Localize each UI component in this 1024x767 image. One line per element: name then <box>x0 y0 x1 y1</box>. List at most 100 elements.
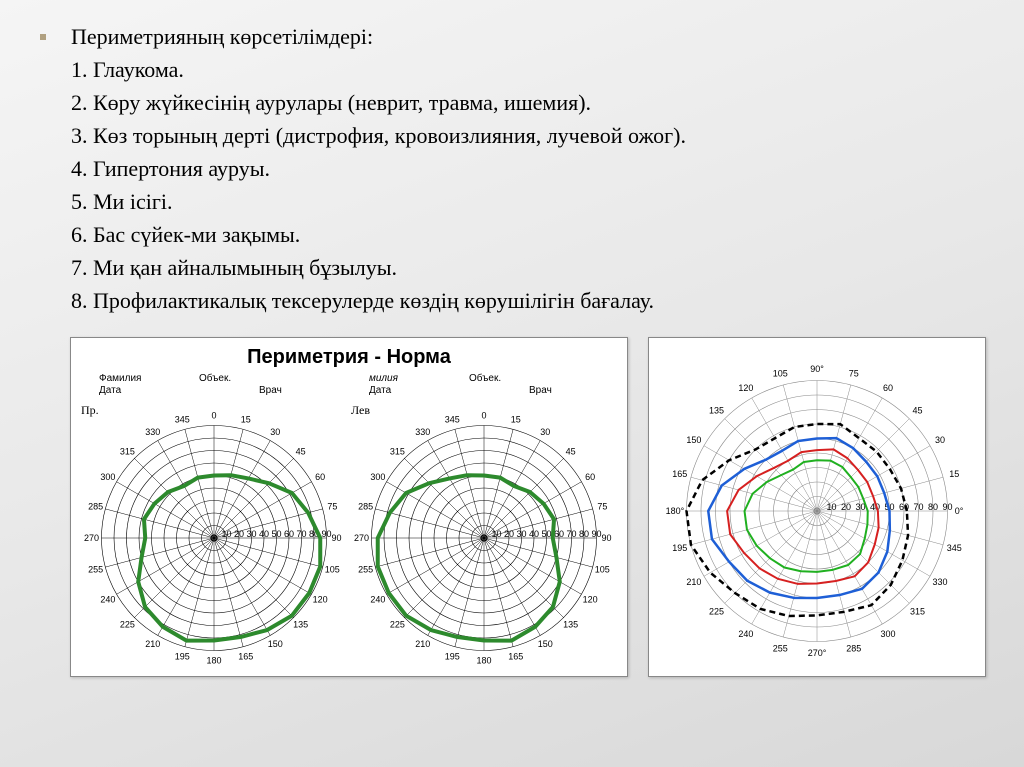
svg-text:10: 10 <box>221 529 231 539</box>
svg-text:90: 90 <box>591 529 601 539</box>
svg-text:10: 10 <box>491 529 501 539</box>
svg-text:225: 225 <box>120 620 135 630</box>
svg-text:270: 270 <box>84 533 99 543</box>
svg-text:180: 180 <box>206 656 221 666</box>
svg-text:15: 15 <box>949 469 959 479</box>
svg-text:240: 240 <box>738 629 753 639</box>
bullet-icon <box>40 34 46 40</box>
svg-text:240: 240 <box>370 594 385 604</box>
form-label: Врач <box>529 385 552 396</box>
svg-text:30: 30 <box>516 529 526 539</box>
svg-text:330: 330 <box>415 427 430 437</box>
svg-text:210: 210 <box>686 577 701 587</box>
svg-text:255: 255 <box>88 565 103 575</box>
svg-text:285: 285 <box>88 501 103 511</box>
svg-text:150: 150 <box>268 639 283 649</box>
list-item: 4. Гипертония ауруы. <box>71 152 686 185</box>
svg-text:120: 120 <box>738 383 753 393</box>
svg-text:120: 120 <box>583 594 598 604</box>
svg-text:0: 0 <box>211 411 216 421</box>
svg-text:255: 255 <box>773 643 788 653</box>
svg-text:135: 135 <box>709 406 724 416</box>
svg-text:195: 195 <box>175 651 190 661</box>
svg-text:60: 60 <box>315 472 325 482</box>
svg-text:135: 135 <box>563 620 578 630</box>
svg-text:345: 345 <box>175 415 190 425</box>
left-eye-chart: милия Объек. Дата Врач Лев 9075604530150… <box>349 373 619 668</box>
svg-text:90: 90 <box>331 533 341 543</box>
svg-text:60: 60 <box>284 529 294 539</box>
eye-side-label: Лев <box>351 403 370 418</box>
list-item: 7. Ми қан айналымының бұзылуы. <box>71 251 686 284</box>
svg-text:80: 80 <box>579 529 589 539</box>
svg-text:165: 165 <box>238 651 253 661</box>
svg-text:165: 165 <box>672 469 687 479</box>
svg-text:135: 135 <box>293 620 308 630</box>
svg-text:60: 60 <box>585 472 595 482</box>
svg-text:225: 225 <box>390 620 405 630</box>
list-item: 3. Көз торының дерті (дистрофия, кровоиз… <box>71 119 686 152</box>
svg-text:315: 315 <box>120 446 135 456</box>
svg-text:70: 70 <box>913 502 923 512</box>
text-content: Периметрияның көрсетілімдері: 1. Глауком… <box>71 20 686 317</box>
svg-text:300: 300 <box>100 472 115 482</box>
svg-text:105: 105 <box>325 565 340 575</box>
svg-text:75: 75 <box>849 369 859 379</box>
svg-text:0°: 0° <box>955 506 964 516</box>
eye-side-label: Пр. <box>81 403 99 418</box>
svg-text:105: 105 <box>595 565 610 575</box>
svg-text:285: 285 <box>846 643 861 653</box>
list-item: 5. Ми ісігі. <box>71 185 686 218</box>
svg-text:60: 60 <box>883 383 893 393</box>
svg-text:225: 225 <box>709 606 724 616</box>
svg-text:285: 285 <box>358 501 373 511</box>
svg-text:20: 20 <box>841 502 851 512</box>
svg-text:75: 75 <box>327 501 337 511</box>
multi-isopter-panel: 0°153045607590°105120135150165180°195210… <box>648 337 986 677</box>
svg-text:210: 210 <box>145 639 160 649</box>
polar-chart-svg: 9075604530150345330315300285270255240225… <box>349 373 619 668</box>
svg-text:75: 75 <box>597 501 607 511</box>
svg-text:60: 60 <box>554 529 564 539</box>
form-label: Объек. <box>469 373 501 384</box>
svg-text:90: 90 <box>601 533 611 543</box>
polar-chart-svg: 9075604530150345330315300285270255240225… <box>79 373 349 668</box>
svg-text:240: 240 <box>100 594 115 604</box>
svg-text:10: 10 <box>826 502 836 512</box>
form-label: Дата <box>99 385 121 396</box>
svg-text:45: 45 <box>912 406 922 416</box>
form-label: Объек. <box>199 373 231 384</box>
perimetry-norm-panel: Периметрия - Норма Фамилия Объек. Дата В… <box>70 337 628 677</box>
slide: Периметрияның көрсетілімдері: 1. Глауком… <box>0 0 1024 697</box>
svg-text:315: 315 <box>390 446 405 456</box>
svg-text:345: 345 <box>947 543 962 553</box>
svg-text:50: 50 <box>271 529 281 539</box>
svg-text:300: 300 <box>370 472 385 482</box>
svg-text:150: 150 <box>686 435 701 445</box>
svg-text:315: 315 <box>910 606 925 616</box>
svg-text:90°: 90° <box>810 364 824 374</box>
list-item: 2. Көру жүйкесінің аурулары (неврит, тра… <box>71 86 686 119</box>
svg-text:80: 80 <box>928 502 938 512</box>
svg-text:50: 50 <box>541 529 551 539</box>
form-label: Врач <box>259 385 282 396</box>
svg-text:300: 300 <box>881 629 896 639</box>
form-label: Дата <box>369 385 391 396</box>
list-item: 1. Глаукома. <box>71 53 686 86</box>
svg-text:120: 120 <box>313 594 328 604</box>
svg-text:180: 180 <box>476 656 491 666</box>
svg-text:195: 195 <box>445 651 460 661</box>
svg-text:270: 270 <box>354 533 369 543</box>
svg-text:30: 30 <box>935 435 945 445</box>
list-item: 6. Бас сүйек-ми зақымы. <box>71 218 686 251</box>
svg-text:90: 90 <box>321 529 331 539</box>
svg-text:0: 0 <box>481 411 486 421</box>
form-label: милия <box>369 373 398 384</box>
svg-text:210: 210 <box>415 639 430 649</box>
diagram-panels: Периметрия - Норма Фамилия Объек. Дата В… <box>40 337 984 677</box>
svg-text:105: 105 <box>773 369 788 379</box>
svg-text:30: 30 <box>270 427 280 437</box>
svg-text:20: 20 <box>234 529 244 539</box>
list-title: Периметрияның көрсетілімдері: <box>71 20 686 53</box>
perimetry-title: Периметрия - Норма <box>79 346 619 369</box>
